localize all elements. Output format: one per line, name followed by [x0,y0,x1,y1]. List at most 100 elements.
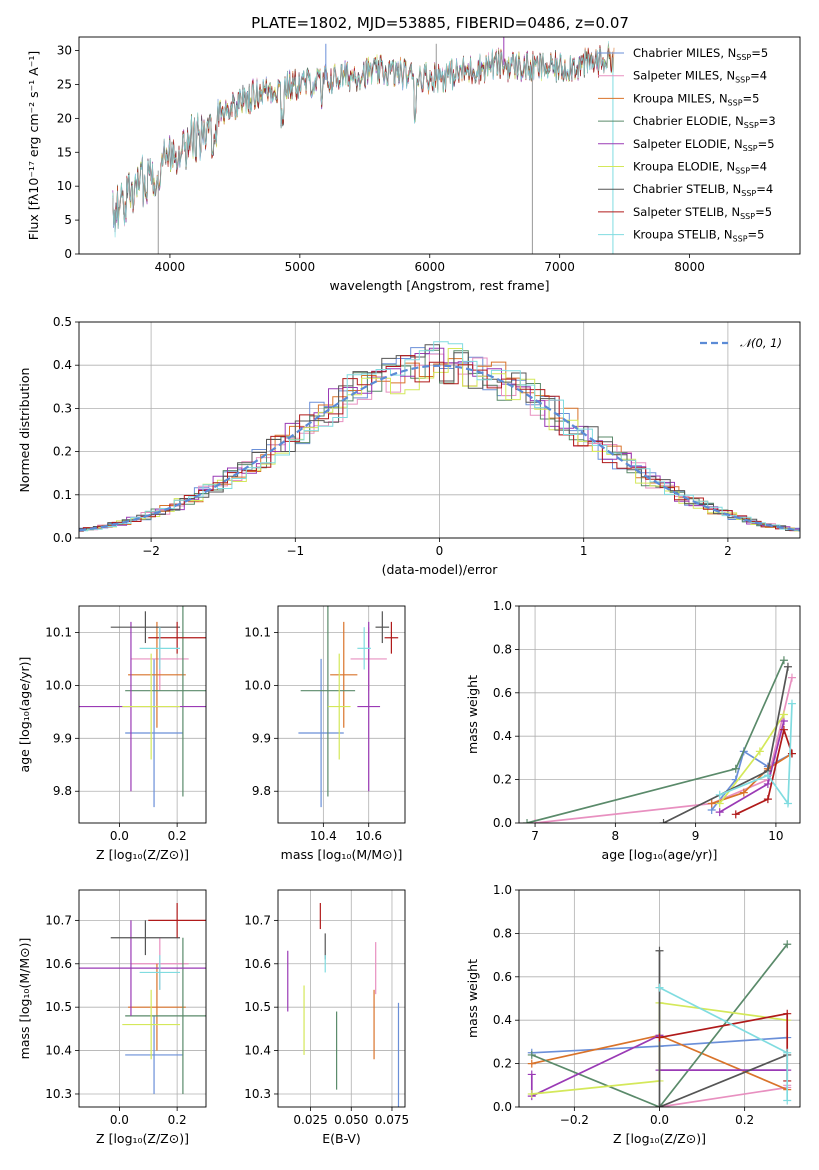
y-tick-label: 9.9 [252,731,271,745]
x-tick-label: 0.2 [168,1113,187,1127]
weight-marker [707,799,716,808]
y-tick-label: 10.0 [45,678,72,692]
x-axis-label: Z [log₁₀(Z/Z⊙)] [96,1131,189,1146]
y-tick-label: 0.4 [493,1013,512,1027]
legend-label: Salpeter ELODIE, N [633,137,743,151]
weight-line [711,750,793,811]
y-tick-label: 10.3 [244,1087,271,1101]
x-axis-label: age [log₁₀(age/yr)] [602,847,718,862]
y-axis-label: mass weight [465,959,480,1038]
legend-suffix: =5 [748,228,765,242]
weight-marker [659,819,668,823]
x-tick-label: 0.0 [110,829,129,843]
weight-marker [763,771,772,780]
axes-frame [277,889,406,1108]
panel-weight_vs_age: 7 8 9 10 0.0 0.2 0.4 0.6 0.8 1.0 age [log₁₀(age/yr… [465,599,801,862]
y-tick-label: 9.8 [252,784,271,798]
legend-subscript: SSP [735,76,750,85]
weight-marker [783,799,792,808]
y-tick-label: 10.1 [244,625,271,639]
y-tick-label: 30 [57,44,72,58]
legend-suffix: =4 [756,182,773,196]
plot-area-mass_vs_ebv [287,903,400,1107]
x-axis-label: (data-model)/error [382,562,499,577]
weight-marker [731,810,740,819]
x-tick-label: 10.4 [310,829,337,843]
legend-suffix: =5 [743,91,760,105]
y-tick-label: 10.6 [244,957,271,971]
weight-marker [787,673,796,682]
weight-marker [763,795,772,804]
y-tick-label: 10.7 [244,913,271,927]
x-tick-label: 0.0 [650,1113,669,1127]
x-tick-label: 0 [436,544,444,558]
plot-area-weight_vs_age [523,656,796,823]
y-tick-label: 1.0 [493,883,512,897]
plot-area-residuals [79,341,800,533]
weight-marker [527,1059,536,1068]
legend-subscript: SSP [741,189,756,198]
x-tick-label: 8000 [674,260,705,274]
weight-marker [783,1096,792,1105]
x-tick-label: −1 [286,544,304,558]
plot-area-spectrum [112,37,615,254]
weight-line [531,943,788,1107]
weight-line [735,726,793,816]
y-tick-label: 0.8 [493,642,512,656]
legend-label: Kroupa MILES, N [633,91,728,105]
legend-entry: Chabrier ELODIE, NSSP=3 [633,114,776,130]
y-tick-label: 0.2 [53,445,72,459]
weight-marker [783,662,792,671]
legend-entry: Kroupa ELODIE, NSSP=4 [633,160,767,176]
weight-marker [779,710,788,719]
weight-line [535,677,793,823]
axes-frame [518,889,801,1108]
legend-entry: Chabrier STELIB, NSSP=4 [633,182,773,198]
y-tick-label: 0.4 [53,358,72,372]
legend-entry: Salpeter STELIB, NSSP=5 [633,205,772,221]
legend-subscript: SSP [744,121,759,130]
y-tick-label: 10.5 [244,1000,271,1014]
y-tick-label: 0.3 [53,401,72,415]
residual-histogram [79,344,800,532]
y-tick-label: 10.4 [244,1044,271,1058]
legend-suffix: =4 [750,160,767,174]
x-tick-label: 9 [692,829,700,843]
legend-suffix: =5 [755,205,772,219]
x-tick-label: 0.025 [293,1113,327,1127]
x-tick-label: 5000 [285,260,316,274]
y-tick-label: 25 [57,77,72,91]
x-tick-label: 2 [724,544,732,558]
legend-entry: 𝒩(0, 1) [740,336,782,350]
x-axis-label: Z [log₁₀(Z/Z⊙)] [613,1131,706,1146]
panel-mass_vs_Z: 0.0 0.2 10.3 10.4 10.5 10.6 10.7 Z [log₁₀(Z/Z⊙)… [17,889,207,1146]
panel-spectrum: 4000 5000 6000 7000 8000 0 5 10 15 20 25 30 waveleng… [26,36,801,293]
x-tick-label: 7000 [544,260,575,274]
x-tick-label: −2 [142,544,160,558]
x-tick-label: 7 [531,829,539,843]
spectrum-line [112,41,609,238]
y-tick-label: 0.6 [493,970,512,984]
x-tick-label: 0.050 [334,1113,368,1127]
weight-marker [783,1048,792,1057]
y-tick-label: 10.7 [45,913,72,927]
weight-marker [715,808,724,817]
y-axis-label: age [log₁₀(age/yr)] [17,657,32,773]
weight-marker [715,790,724,799]
weight-marker [783,940,792,949]
legend-entry: Kroupa STELIB, NSSP=5 [633,228,764,244]
y-tick-label: 20 [57,111,72,125]
legend-entry: Salpeter ELODIE, NSSP=5 [633,137,775,153]
axes-frame [78,889,207,1108]
weight-marker [731,764,740,773]
legend-subscript: SSP [733,235,748,244]
legend-entry: Salpeter MILES, NSSP=4 [633,69,767,85]
y-tick-label: 10 [57,179,72,193]
weight-marker [755,747,764,756]
x-tick-label: 6000 [414,260,445,274]
weight-marker [527,1070,536,1079]
axes-frame [518,605,801,824]
legend-label: Chabrier STELIB, N [633,182,741,196]
legend-label: Chabrier ELODIE, N [633,114,744,128]
